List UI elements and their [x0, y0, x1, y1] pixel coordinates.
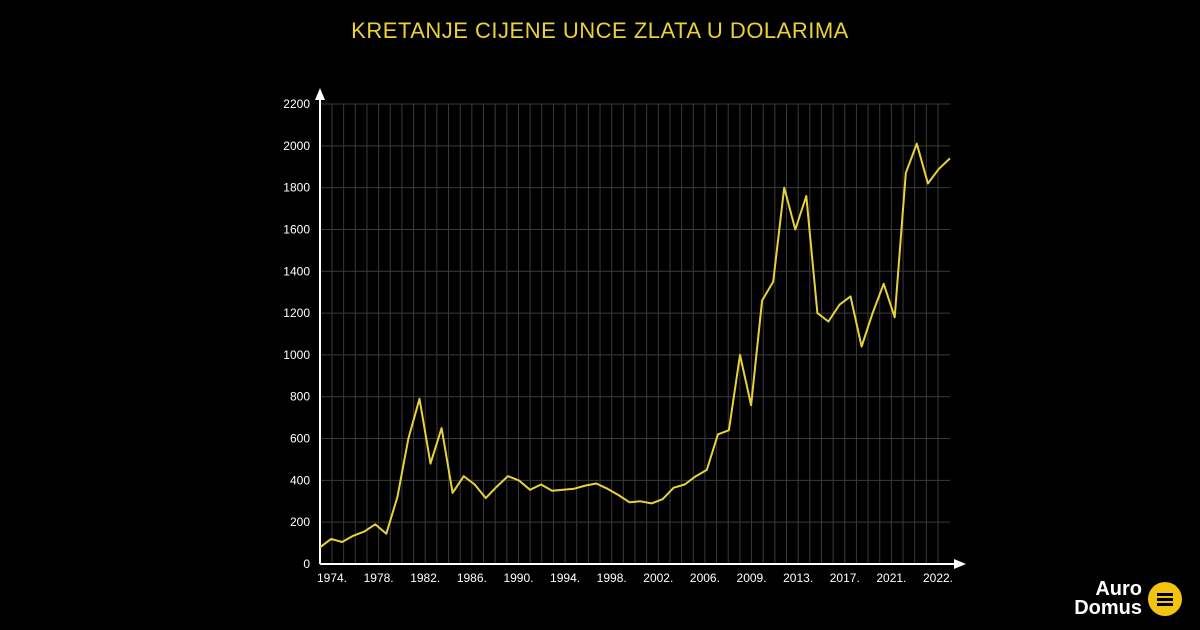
svg-text:1800: 1800 [283, 181, 310, 195]
svg-text:2017.: 2017. [830, 571, 860, 585]
svg-text:800: 800 [290, 390, 310, 404]
chart-area: 0 200 400 600 800 1000 1200 1400 1600 1800 2000 220… [0, 44, 1200, 604]
svg-text:1600: 1600 [283, 222, 310, 236]
brand-line2: Domus [1074, 599, 1142, 618]
svg-text:1994.: 1994. [550, 571, 580, 585]
svg-text:1000: 1000 [283, 348, 310, 362]
svg-text:1986.: 1986. [457, 571, 487, 585]
svg-text:2006.: 2006. [690, 571, 720, 585]
badge-bars [1157, 593, 1173, 606]
svg-text:2013.: 2013. [783, 571, 813, 585]
svg-text:1982.: 1982. [410, 571, 440, 585]
svg-text:1978.: 1978. [364, 571, 394, 585]
svg-text:2021.: 2021. [876, 571, 906, 585]
svg-text:2200: 2200 [283, 97, 310, 111]
svg-text:600: 600 [290, 432, 310, 446]
svg-text:400: 400 [290, 473, 310, 487]
gold-price-line-chart: 0 200 400 600 800 1000 1200 1400 1600 1800 2000 220… [0, 44, 1200, 604]
svg-text:2000: 2000 [283, 139, 310, 153]
svg-text:1998.: 1998. [597, 571, 627, 585]
svg-text:1400: 1400 [283, 264, 310, 278]
svg-text:0: 0 [303, 557, 310, 571]
svg-text:2009.: 2009. [737, 571, 767, 585]
svg-text:1200: 1200 [283, 306, 310, 320]
brand-logo: Auro Domus [1074, 580, 1182, 618]
chart-title: KRETANJE CIJENE UNCE ZLATA U DOLARIMA [0, 0, 1200, 44]
brand-logo-text: Auro Domus [1074, 580, 1142, 618]
brand-badge-icon [1148, 582, 1182, 616]
svg-text:2022.: 2022. [923, 571, 953, 585]
svg-text:2002.: 2002. [643, 571, 673, 585]
svg-text:1990.: 1990. [503, 571, 533, 585]
svg-text:1974.: 1974. [317, 571, 347, 585]
svg-text:200: 200 [290, 515, 310, 529]
